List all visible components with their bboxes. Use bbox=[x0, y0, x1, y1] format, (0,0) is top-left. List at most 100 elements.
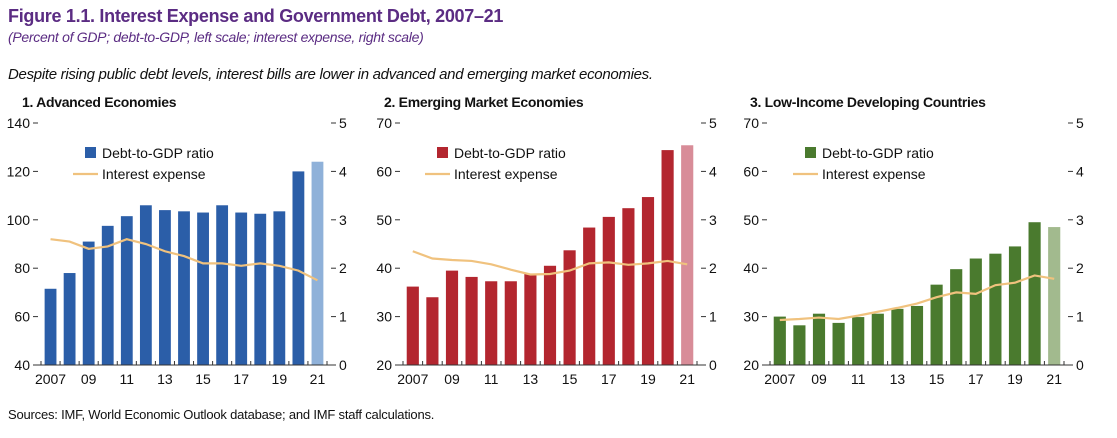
y-left-tick-label: 100 bbox=[7, 212, 31, 228]
figure-subtitle: (Percent of GDP; debt-to-GDP, left scale… bbox=[8, 29, 424, 45]
bar-debt-2017 bbox=[235, 212, 248, 365]
bar-debt-2008 bbox=[426, 297, 439, 365]
bar-debt-2010 bbox=[832, 322, 845, 365]
x-tick-label: 17 bbox=[601, 371, 617, 387]
y-right-tick-label: 1 bbox=[709, 309, 717, 325]
y-right-tick-label: 4 bbox=[339, 163, 347, 179]
legend-swatch-debt bbox=[437, 147, 448, 158]
y-left-tick-label: 70 bbox=[376, 115, 392, 131]
y-left-tick-label: 80 bbox=[14, 260, 30, 276]
bar-debt-2007 bbox=[773, 316, 786, 365]
x-tick-label: 13 bbox=[157, 371, 173, 387]
x-tick-label: 21 bbox=[1046, 371, 1062, 387]
y-right-tick-label: 1 bbox=[1076, 309, 1084, 325]
figure-title: Figure 1.1. Interest Expense and Governm… bbox=[8, 6, 504, 26]
x-tick-label: 09 bbox=[444, 371, 460, 387]
y-left-tick-label: 50 bbox=[376, 212, 392, 228]
chart-panel-2: 2007 09 11 13 15 17 19 21 20 30 40 50 60 70 0 1 2 3 4 5 Debt… bbox=[376, 115, 717, 387]
legend-swatch-debt bbox=[85, 147, 96, 158]
bar-debt-2008 bbox=[793, 325, 806, 365]
y-left-tick-label: 70 bbox=[743, 115, 759, 131]
bar-debt-2019 bbox=[1008, 246, 1022, 365]
sources-note: Sources: IMF, World Economic Outlook dat… bbox=[8, 407, 435, 422]
x-tick-label: 17 bbox=[968, 371, 984, 387]
bar-debt-2019 bbox=[273, 211, 286, 365]
bar-debt-2018 bbox=[254, 213, 267, 365]
bar-debt-2009 bbox=[445, 270, 459, 365]
x-tick-label: 13 bbox=[890, 371, 906, 387]
y-left-tick-label: 50 bbox=[743, 212, 759, 228]
legend-swatch-debt bbox=[805, 147, 816, 158]
y-left-tick-label: 60 bbox=[376, 163, 392, 179]
legend-label-debt: Debt-to-GDP ratio bbox=[822, 145, 934, 161]
legend-label-interest: Interest expense bbox=[822, 166, 926, 182]
bar-debt-2008 bbox=[63, 273, 76, 365]
chart-panel-1: 2007 09 11 13 15 17 19 21 40 60 80 100 120 140 0 1 2 3 4 5 D… bbox=[7, 115, 347, 387]
y-right-tick-label: 0 bbox=[1076, 357, 1084, 373]
x-tick-label: 2007 bbox=[397, 371, 428, 387]
bar-debt-2013 bbox=[159, 210, 171, 365]
y-right-tick-label: 5 bbox=[1076, 115, 1084, 131]
y-left-tick-label: 40 bbox=[376, 260, 392, 276]
bar-debt-2018 bbox=[989, 253, 1002, 365]
bar-debt-2021 bbox=[681, 145, 694, 365]
bar-debt-2016 bbox=[583, 227, 596, 365]
x-tick-label: 17 bbox=[233, 371, 249, 387]
bar-debt-2014 bbox=[543, 265, 557, 365]
y-right-tick-label: 0 bbox=[709, 357, 717, 373]
y-left-tick-label: 20 bbox=[376, 357, 392, 373]
bar-debt-2015 bbox=[197, 212, 209, 365]
x-tick-label: 15 bbox=[195, 371, 211, 387]
y-left-tick-label: 30 bbox=[743, 309, 759, 325]
bar-debt-2020 bbox=[1028, 222, 1041, 365]
y-right-tick-label: 0 bbox=[339, 357, 347, 373]
x-tick-label: 21 bbox=[310, 371, 326, 387]
panel-title-emerging: 2. Emerging Market Economies bbox=[384, 94, 584, 110]
bar-debt-2011 bbox=[120, 216, 133, 365]
bar-debt-2010 bbox=[101, 225, 114, 365]
bar-debt-2009 bbox=[812, 313, 826, 365]
bar-debt-2013 bbox=[524, 274, 537, 365]
y-right-tick-label: 5 bbox=[709, 115, 717, 131]
figure-caption: Despite rising public debt levels, inter… bbox=[8, 66, 653, 83]
x-tick-label: 15 bbox=[929, 371, 945, 387]
panel-title-advanced: 1. Advanced Economies bbox=[22, 94, 177, 110]
bar-debt-2017 bbox=[969, 258, 982, 365]
legend-label-interest: Interest expense bbox=[454, 166, 558, 182]
x-tick-label: 15 bbox=[562, 371, 578, 387]
bar-debt-2016 bbox=[950, 269, 963, 365]
x-tick-label: 2007 bbox=[35, 371, 66, 387]
y-left-tick-label: 120 bbox=[7, 163, 31, 179]
y-right-tick-label: 2 bbox=[1076, 260, 1084, 276]
y-left-tick-label: 30 bbox=[376, 309, 392, 325]
bar-debt-2007 bbox=[44, 288, 57, 365]
y-left-tick-label: 140 bbox=[7, 115, 31, 131]
y-right-tick-label: 2 bbox=[709, 260, 717, 276]
x-tick-label: 11 bbox=[120, 371, 135, 387]
y-right-tick-label: 2 bbox=[339, 260, 347, 276]
bar-debt-2007 bbox=[406, 286, 419, 365]
bar-debt-2015 bbox=[563, 250, 576, 365]
legend-label-debt: Debt-to-GDP ratio bbox=[102, 145, 214, 161]
bar-debt-2011 bbox=[852, 317, 865, 365]
x-tick-label: 21 bbox=[679, 371, 695, 387]
bar-debt-2012 bbox=[139, 205, 152, 365]
x-tick-label: 19 bbox=[272, 371, 288, 387]
bar-debt-2014 bbox=[910, 305, 924, 365]
panel-title-low-income: 3. Low-Income Developing Countries bbox=[750, 94, 986, 110]
bar-debt-2012 bbox=[504, 281, 517, 365]
y-right-tick-label: 3 bbox=[339, 212, 347, 228]
x-tick-label: 09 bbox=[81, 371, 97, 387]
bar-debt-2013 bbox=[891, 308, 904, 365]
chart-panel-3: 2007 09 11 13 15 17 19 21 20 30 40 50 60 70 0 1 2 3 4 5 Debt… bbox=[743, 115, 1084, 387]
y-right-tick-label: 5 bbox=[339, 115, 347, 131]
bar-debt-2020 bbox=[292, 171, 305, 365]
y-right-tick-label: 1 bbox=[339, 309, 347, 325]
bar-debt-2014 bbox=[178, 211, 190, 365]
bar-debt-2019 bbox=[641, 197, 655, 365]
bar-debt-2011 bbox=[485, 281, 498, 365]
bar-debt-2020 bbox=[661, 150, 674, 365]
legend-label-interest: Interest expense bbox=[102, 166, 206, 182]
bar-debt-2012 bbox=[871, 313, 884, 365]
